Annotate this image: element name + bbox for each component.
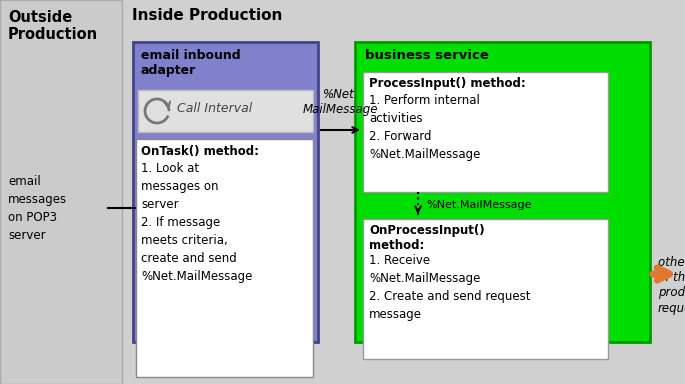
Text: Outside
Production: Outside Production [8,10,98,42]
Text: %Net.
MailMessage: %Net. MailMessage [303,88,378,116]
Text: 1. Look at
messages on
server
2. If message
meets criteria,
create and send
%Net: 1. Look at messages on server 2. If mess… [141,162,252,283]
Bar [355,42,650,342]
Text: OnTask() method:: OnTask() method: [141,145,259,158]
Bar [133,42,318,342]
Bar [138,90,313,132]
Text: OnProcessInput()
method:: OnProcessInput() method: [369,224,484,252]
Bar [0,0,122,384]
Text: ProcessInput() method:: ProcessInput() method: [369,77,526,90]
Text: email
messages
on POP3
server: email messages on POP3 server [8,175,67,242]
Text: request: request [658,302,685,315]
Text: other parts
of the
production: other parts of the production [658,256,685,299]
Text: 1. Perform internal
activities
2. Forward
%Net.MailMessage: 1. Perform internal activities 2. Forwar… [369,94,480,161]
Text: business service: business service [365,49,489,62]
Text: 1. Receive
%Net.MailMessage
2. Create and send request
message: 1. Receive %Net.MailMessage 2. Create an… [369,254,530,321]
Text: email inbound
adapter: email inbound adapter [141,49,240,77]
Bar [363,219,608,359]
Bar [136,139,313,377]
Text: %Net.MailMessage: %Net.MailMessage [426,200,532,210]
Text: Call Interval: Call Interval [177,103,252,116]
Bar [363,72,608,192]
Text: Inside Production: Inside Production [132,8,282,23]
